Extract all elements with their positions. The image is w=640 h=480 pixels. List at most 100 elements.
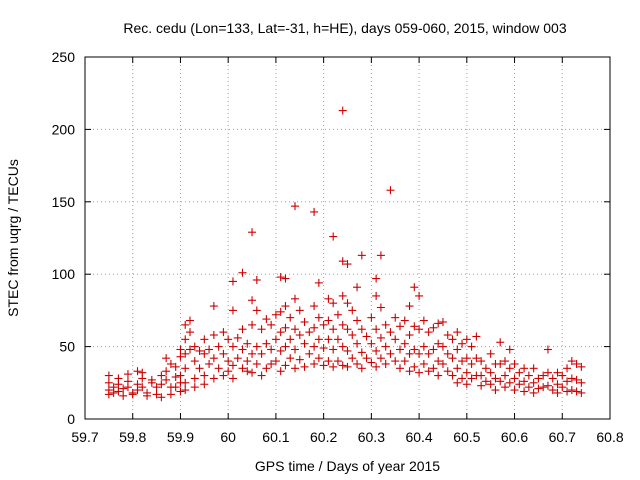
data-point — [567, 386, 576, 395]
data-point — [372, 346, 381, 355]
data-point — [228, 374, 237, 383]
data-point — [534, 374, 543, 383]
y-axis-label: STEC from uqrg / TECUs — [5, 159, 21, 317]
data-point — [262, 315, 271, 324]
data-point — [467, 342, 476, 351]
y-tick-label: 50 — [59, 339, 75, 355]
data-point — [486, 349, 495, 358]
x-tick-label: 60.4 — [405, 429, 432, 445]
data-point — [281, 302, 290, 311]
data-point — [186, 345, 194, 354]
data-point — [348, 306, 357, 315]
data-point — [324, 316, 333, 325]
data-point — [181, 349, 190, 358]
data-point — [515, 380, 524, 389]
data-point — [577, 388, 586, 397]
data-point — [186, 316, 194, 325]
data-point — [104, 371, 113, 380]
data-point — [281, 323, 290, 332]
data-point — [243, 367, 252, 376]
data-point — [262, 364, 271, 373]
data-point — [338, 257, 347, 266]
data-point — [228, 361, 237, 370]
data-point — [443, 349, 452, 358]
data-point — [496, 359, 505, 368]
data-point — [243, 339, 252, 348]
data-point — [224, 357, 233, 366]
data-point — [123, 383, 132, 392]
data-point — [396, 345, 404, 354]
data-point — [329, 299, 338, 308]
data-point — [443, 331, 452, 340]
data-point — [310, 359, 319, 368]
data-point — [477, 371, 486, 380]
data-point — [310, 323, 319, 332]
data-point — [424, 349, 433, 358]
data-point — [510, 359, 519, 368]
data-point — [271, 335, 280, 344]
data-point — [376, 354, 385, 363]
data-point — [224, 335, 233, 344]
data-point — [391, 357, 400, 366]
data-point — [333, 357, 342, 366]
data-point — [543, 345, 552, 354]
data-point — [162, 367, 171, 376]
data-point — [448, 354, 457, 363]
data-point — [415, 349, 424, 358]
data-point — [400, 357, 409, 366]
data-point — [286, 354, 295, 363]
data-point — [205, 345, 214, 354]
data-point — [467, 374, 476, 383]
data-point — [572, 359, 581, 368]
data-point — [152, 383, 161, 392]
data-point — [524, 383, 533, 392]
data-point — [434, 371, 443, 380]
data-point — [558, 371, 567, 380]
data-point — [209, 331, 218, 340]
data-point — [376, 303, 385, 312]
data-point — [477, 381, 486, 390]
data-point — [415, 368, 424, 377]
data-point — [314, 335, 323, 344]
data-point — [438, 359, 447, 368]
data-point — [343, 346, 352, 355]
data-point — [429, 323, 438, 332]
data-point — [343, 325, 352, 334]
data-point — [295, 355, 304, 364]
data-point — [343, 299, 352, 308]
data-point — [410, 345, 419, 354]
data-point — [405, 302, 414, 311]
data-point — [486, 380, 495, 389]
data-point — [176, 345, 185, 354]
data-point — [276, 367, 285, 376]
data-point — [563, 364, 572, 373]
x-tick-label: 59.9 — [167, 429, 194, 445]
data-point — [248, 320, 257, 329]
data-point — [181, 320, 190, 329]
data-point — [381, 359, 390, 368]
data-point — [238, 268, 247, 277]
data-point — [372, 274, 381, 283]
data-point — [343, 362, 352, 371]
data-point — [157, 380, 166, 389]
data-point — [481, 377, 490, 386]
data-point — [171, 373, 180, 382]
data-point — [305, 349, 314, 358]
data-point — [515, 368, 524, 377]
data-point — [391, 335, 400, 344]
data-point — [176, 352, 185, 361]
x-tick-label: 60.2 — [310, 429, 337, 445]
data-point — [333, 310, 342, 319]
data-point — [333, 335, 342, 344]
data-point — [410, 362, 419, 371]
data-point — [123, 370, 132, 379]
data-point — [243, 357, 252, 366]
data-point — [119, 384, 128, 393]
data-point — [252, 359, 261, 368]
data-point — [338, 342, 347, 351]
data-point — [491, 386, 500, 395]
data-point — [510, 374, 519, 383]
data-point — [329, 345, 338, 354]
data-point — [462, 368, 471, 377]
